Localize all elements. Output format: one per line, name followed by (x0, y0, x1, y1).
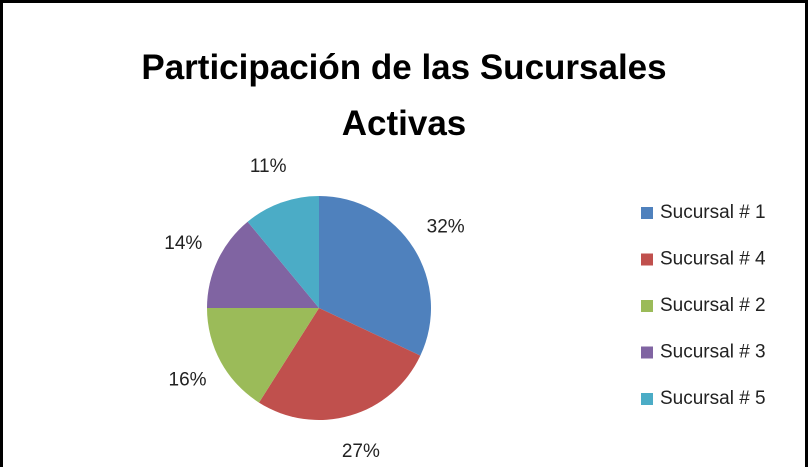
pie-slice (247, 196, 319, 308)
legend-label: Sucursal # 5 (660, 388, 766, 409)
data-label: 14% (164, 233, 202, 254)
data-label: 11% (250, 156, 287, 177)
legend-label: Sucursal # 1 (660, 202, 766, 223)
legend-label: Sucursal # 2 (660, 295, 766, 316)
legend-swatch (641, 207, 653, 219)
chart-title: Participación de las Sucursales Activas (141, 48, 667, 143)
legend-swatch (641, 346, 653, 359)
data-label: 16% (169, 369, 207, 390)
pie-slice (258, 308, 421, 421)
legend-swatch (641, 253, 653, 266)
legend-label: Sucursal # 3 (660, 342, 766, 363)
legend-swatch (641, 300, 653, 312)
pie-slice (207, 221, 319, 308)
legend-swatch (641, 393, 653, 405)
legend-label: Sucursal # 4 (660, 249, 766, 270)
pie-slice (207, 308, 319, 403)
data-label: 32% (427, 217, 465, 238)
pie-slice (319, 196, 432, 356)
data-label: 27% (342, 441, 380, 462)
